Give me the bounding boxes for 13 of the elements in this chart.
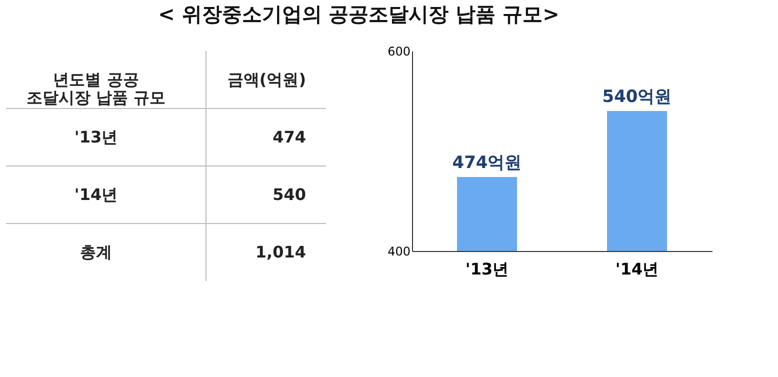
text: 474 — [272, 127, 306, 146]
text: 1,014 — [255, 242, 306, 262]
data-label: 540억원 — [602, 87, 672, 107]
text: 금액(억원) — [227, 70, 306, 89]
text: 년도별 공공 조달시장 납품 규모 — [26, 70, 166, 107]
data-label: 474억원 — [452, 153, 522, 173]
y-tick-label: 400 — [388, 244, 410, 258]
y-tick-label: 600 — [388, 44, 410, 58]
chart-title: < 위장중소기업의 공공조달시장 납품 규모> — [158, 2, 560, 26]
text: 총계 — [80, 242, 112, 262]
text: '13년 — [74, 127, 118, 146]
text: '14년 — [74, 184, 118, 204]
text: 540 — [272, 184, 306, 204]
